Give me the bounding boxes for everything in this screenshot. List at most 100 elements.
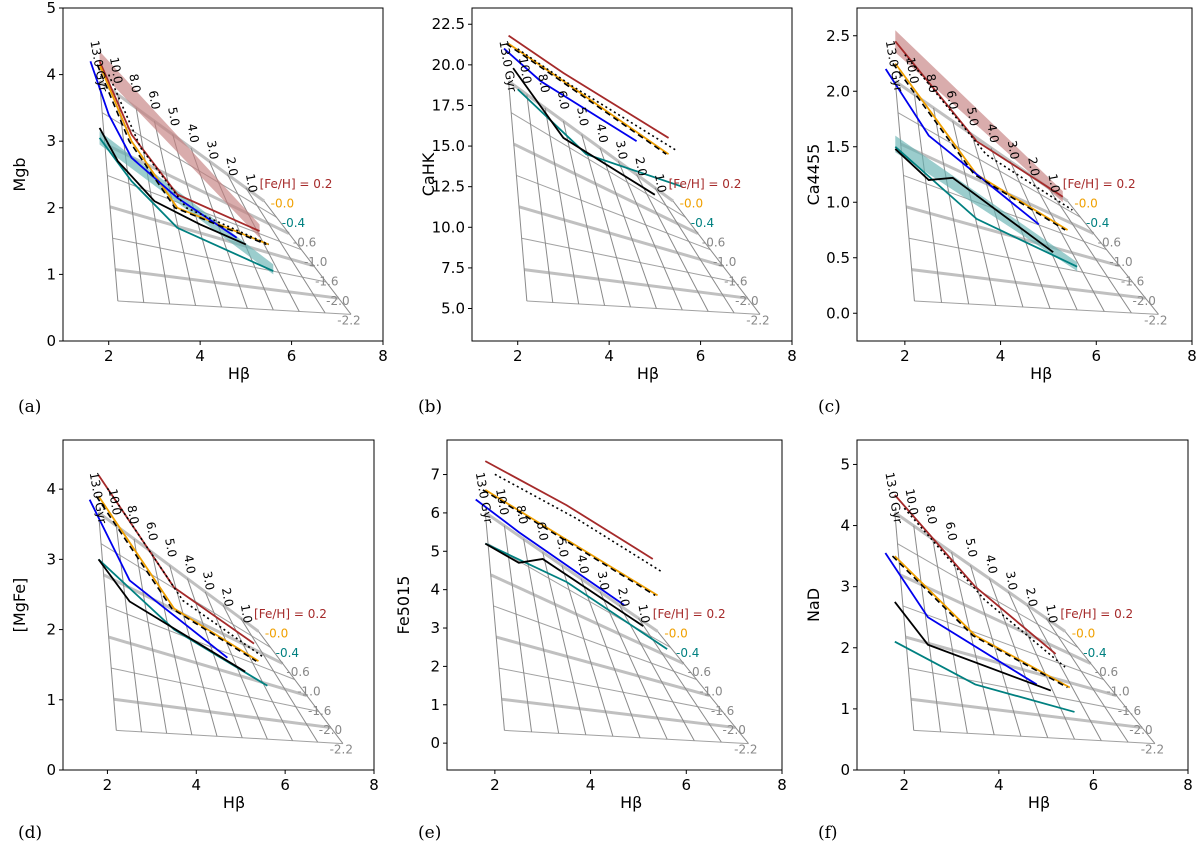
y-tick-label: 2 bbox=[840, 639, 850, 657]
y-tick-label: 1 bbox=[840, 700, 850, 718]
y-tick-label: 0 bbox=[46, 761, 56, 779]
model-grid-feh-line bbox=[504, 729, 749, 745]
feh-label: -2.0 bbox=[1129, 723, 1152, 737]
model-grid-age-line bbox=[151, 552, 193, 735]
y-axis-label: Fe5015 bbox=[394, 576, 413, 635]
model-grid-feh-line bbox=[101, 112, 277, 218]
feh-label: -1.6 bbox=[1121, 274, 1144, 288]
y-tick-label: 0.5 bbox=[826, 249, 850, 267]
feh-label: -0.0 bbox=[1074, 196, 1097, 210]
age-label: 6.0 bbox=[146, 89, 163, 110]
age-label: 13.0 Gyr bbox=[87, 39, 110, 93]
model-grid-feh-line bbox=[914, 300, 1159, 315]
series-black bbox=[894, 601, 1052, 692]
age-label: 5.0 bbox=[963, 537, 980, 558]
dotted-curve bbox=[106, 487, 264, 658]
feh-label: -2.0 bbox=[319, 723, 342, 737]
series-fe_m04 bbox=[98, 137, 274, 272]
age-label: 3.0 bbox=[200, 570, 217, 591]
y-tick-label: 4 bbox=[430, 581, 440, 599]
feh-label: -2.0 bbox=[735, 294, 758, 308]
y-tick-label: 1 bbox=[46, 265, 56, 283]
age-label: 2.0 bbox=[1023, 587, 1040, 608]
series-fe_m04 bbox=[517, 88, 683, 188]
y-axis-label: CaHK bbox=[419, 152, 438, 196]
age-label: 10.0 bbox=[107, 56, 125, 85]
model-grid-feh-line bbox=[902, 605, 1104, 680]
age-label: 3.0 bbox=[613, 139, 630, 160]
model-grid-feh-line bbox=[113, 697, 332, 730]
dashed-curve bbox=[96, 64, 267, 246]
y-axis-label: Mgb bbox=[10, 157, 29, 191]
series-black bbox=[484, 542, 644, 627]
plot-frame bbox=[471, 7, 793, 342]
y-tick-label: 5 bbox=[840, 455, 850, 473]
age-label: 13.0 Gyr bbox=[882, 471, 905, 525]
model-grid-age-line bbox=[503, 525, 533, 732]
series-fe_p02 bbox=[97, 474, 255, 645]
series-fe_p02 bbox=[894, 40, 1064, 198]
x-tick-label: 2 bbox=[104, 347, 114, 365]
model-grid-age-line bbox=[970, 565, 1022, 737]
feh-label: [Fe/H] = 0.2 bbox=[260, 177, 333, 191]
model-grid-age-line bbox=[913, 525, 942, 732]
series-blue bbox=[884, 68, 1040, 226]
x-tick-label: 2 bbox=[900, 347, 910, 365]
age-label: 5.0 bbox=[162, 537, 179, 558]
y-tick-label: 3 bbox=[46, 132, 56, 150]
y-tick-label: 1.5 bbox=[826, 138, 850, 156]
feh-label: -0.4 bbox=[276, 646, 299, 660]
model-grid-feh-line bbox=[521, 237, 736, 283]
feh-label: -2.0 bbox=[1133, 294, 1156, 308]
age-label: 2.0 bbox=[223, 156, 240, 177]
panel-label: (d) bbox=[18, 823, 42, 843]
y-tick-label: 2 bbox=[46, 199, 56, 217]
feh-label: -2.2 bbox=[1141, 743, 1164, 757]
model-grid-age-line bbox=[263, 200, 352, 315]
series-fe_00 bbox=[97, 495, 259, 662]
y-tick-label: 0 bbox=[840, 761, 850, 779]
model-grid-age-line bbox=[654, 187, 735, 314]
model-grid-feh-line bbox=[105, 605, 295, 680]
feh-label: -1.6 bbox=[1118, 704, 1141, 718]
model-grid-age-line bbox=[599, 591, 668, 740]
x-tick-label: 4 bbox=[604, 347, 614, 365]
model-grid-age-line bbox=[1048, 187, 1132, 314]
age-label: 10.0 bbox=[903, 488, 921, 517]
feh-label: -0.0 bbox=[664, 627, 687, 641]
model-grid-age-line bbox=[245, 187, 326, 314]
feh-label: -2.2 bbox=[1144, 313, 1167, 327]
y-tick-label: 3 bbox=[430, 619, 440, 637]
x-axis-label: Hβ bbox=[637, 364, 659, 383]
series-fe_p02 bbox=[98, 60, 260, 232]
plot-frame bbox=[62, 439, 375, 771]
age-label: 6.0 bbox=[143, 521, 160, 542]
series-fe_p02 bbox=[894, 494, 1057, 655]
series-blue bbox=[503, 47, 638, 142]
feh-label: -2.2 bbox=[746, 313, 769, 327]
model-grid-feh-line bbox=[108, 635, 308, 697]
dashed-curve bbox=[891, 555, 1068, 689]
model-grid-age-line bbox=[562, 121, 606, 306]
age-label: 8.0 bbox=[535, 73, 552, 94]
series-black bbox=[98, 127, 247, 246]
age-label: 6.0 bbox=[944, 89, 961, 110]
age-label: 2.0 bbox=[615, 587, 632, 608]
model-grid-age-line bbox=[617, 160, 683, 311]
feh-label: [Fe/H] = 0.2 bbox=[1063, 177, 1136, 191]
feh-label: [Fe/H] = 0.2 bbox=[254, 607, 327, 621]
model-grid-age-line bbox=[1064, 631, 1156, 744]
age-label: 5.0 bbox=[964, 106, 981, 127]
age-label: 8.0 bbox=[126, 73, 143, 94]
model-grid-feh-line bbox=[526, 300, 761, 315]
model-grid-feh-line bbox=[117, 300, 352, 315]
model-grid-feh-line bbox=[493, 605, 697, 680]
x-tick-label: 8 bbox=[1183, 776, 1193, 794]
model-grid-age-line bbox=[1028, 174, 1105, 312]
model-grid-feh-line bbox=[897, 112, 1081, 218]
age-label: 4.0 bbox=[181, 554, 198, 575]
x-tick-label: 2 bbox=[103, 776, 113, 794]
model-grid-age-line bbox=[988, 578, 1049, 738]
